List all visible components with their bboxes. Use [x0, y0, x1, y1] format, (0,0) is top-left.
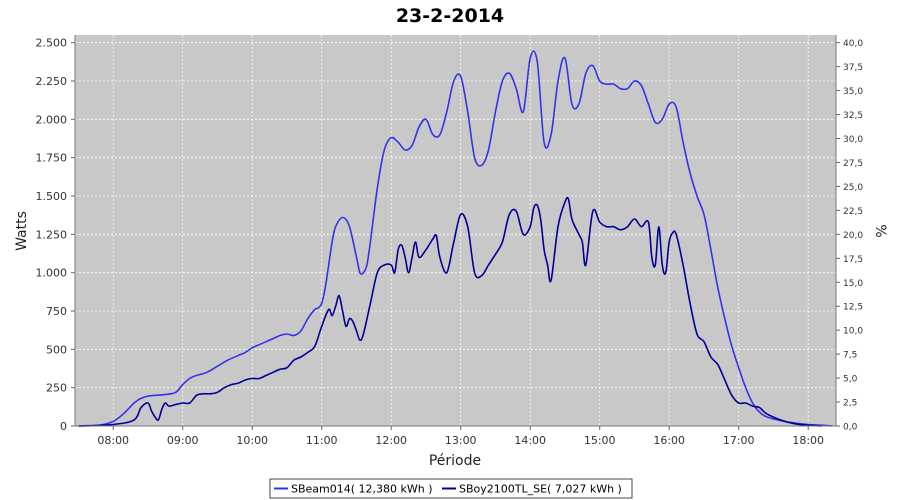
- x-tick-label: 14:00: [514, 434, 546, 447]
- x-tick-label: 18:00: [792, 434, 824, 447]
- y2-tick-label: 40,0: [843, 39, 863, 49]
- series-line-1: [78, 50, 833, 427]
- x-tick-label: 11:00: [306, 434, 338, 447]
- y2-tick-label: 37,5: [843, 63, 863, 73]
- y-tick-label: 500: [46, 343, 67, 356]
- y-tick-label: 1.000: [36, 267, 68, 280]
- series-layer: [78, 50, 833, 427]
- x-tick-label: 16:00: [653, 434, 685, 447]
- y2-tick-label: 22,5: [843, 207, 863, 217]
- y-axis-right: 0,0 2,5 5,0 7,5 10,0 12,5 15,0 17,5 20,0 22,5 25,0…: [835, 35, 863, 433]
- y-tick-label: 250: [46, 382, 67, 395]
- y2-tick-label: 10,0: [843, 327, 863, 337]
- y2-tick-label: 17,5: [843, 255, 863, 265]
- y-tick-label: 2.500: [36, 37, 68, 50]
- y2-tick-label: 35,0: [843, 87, 863, 97]
- legend: SBeam014( 12,380 kWh ) SBoy2100TL_SE( 7,…: [269, 478, 633, 499]
- x-tick-label: 08:00: [97, 434, 129, 447]
- y2-tick-label: 5,0: [843, 375, 858, 385]
- y-axis-title: Watts: [14, 211, 30, 251]
- y2-tick-label: 12,5: [843, 303, 863, 313]
- y2-tick-label: 2,5: [843, 399, 857, 409]
- y-tick-label: 0: [60, 420, 67, 433]
- x-tick-label: 15:00: [584, 434, 616, 447]
- x-tick-label: 09:00: [167, 434, 199, 447]
- x-tick-label: 10:00: [236, 434, 268, 447]
- y-tick-label: 1.250: [36, 228, 68, 241]
- y2-tick-label: 7,5: [843, 351, 857, 361]
- series-line-2: [78, 196, 823, 427]
- y2-tick-label: 15,0: [843, 279, 863, 289]
- y2-tick-label: 30,0: [843, 135, 863, 145]
- y-tick-label: 750: [46, 305, 67, 318]
- x-axis: 08:00 09:00 10:00 11:00 12:00 13:00 14:00 15:00…: [75, 425, 836, 447]
- y-tick-label: 2.250: [36, 75, 68, 88]
- x-tick-label: 12:00: [375, 434, 407, 447]
- y-tick-label: 1.750: [36, 152, 68, 165]
- grid-vertical: [112, 35, 809, 426]
- legend-label-series-1: SBeam014( 12,380 kWh ): [291, 483, 433, 496]
- y2-tick-label: 27,5: [843, 159, 863, 169]
- y-tick-label: 1.500: [36, 190, 68, 203]
- x-tick-label: 13:00: [445, 434, 477, 447]
- y2-tick-label: 0,0: [843, 423, 858, 433]
- y-tick-label: 2.000: [36, 113, 68, 126]
- x-axis-title: Période: [429, 453, 481, 469]
- legend-label-series-2: SBoy2100TL_SE( 7,027 kWh ): [459, 483, 622, 496]
- y2-tick-label: 25,0: [843, 183, 863, 193]
- x-tick-label: 17:00: [723, 434, 755, 447]
- y2-axis-title: %: [872, 224, 888, 237]
- y-axis-left: 0 250 500 750 1.000 1.250 1.500 1.750 2.000 2.250…: [36, 35, 76, 433]
- chart-title: 23-2-2014: [396, 5, 504, 27]
- y2-tick-label: 32,5: [843, 111, 863, 121]
- y2-tick-label: 20,0: [843, 231, 863, 241]
